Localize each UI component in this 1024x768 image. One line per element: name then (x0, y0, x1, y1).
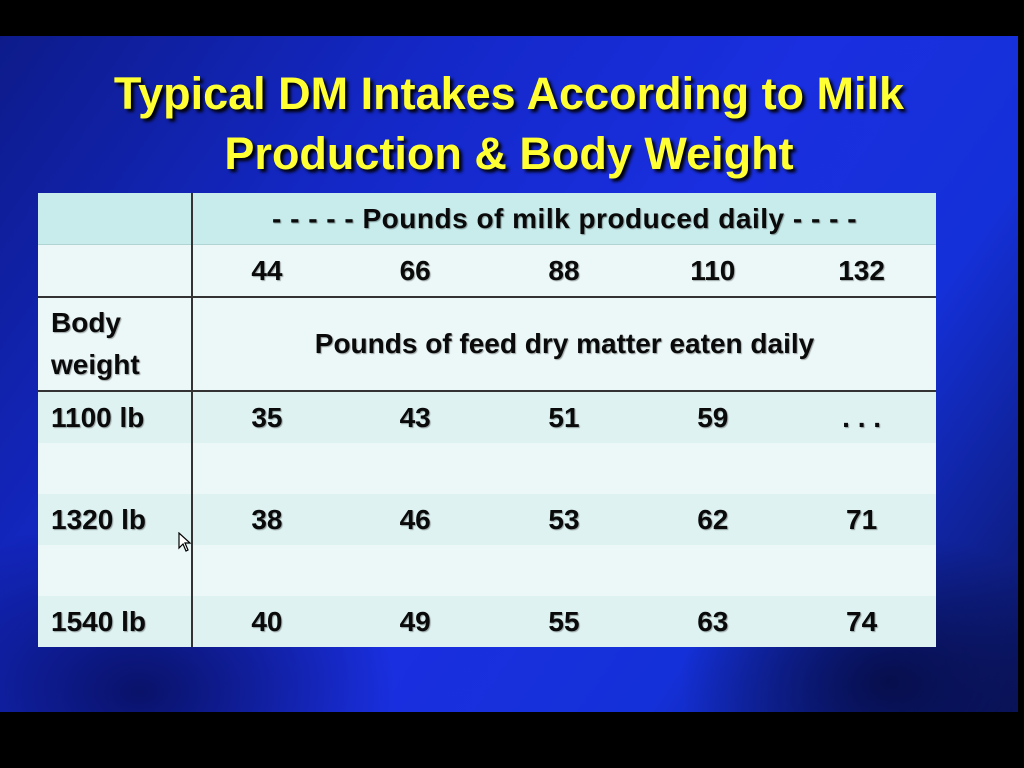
intake-cell: 63 (638, 596, 788, 647)
milk-empty-cell (38, 244, 193, 298)
intake-cell: 35 (192, 391, 341, 443)
intake-cell: 71 (787, 494, 936, 545)
header-empty-cell (38, 193, 193, 245)
intake-cell: 53 (489, 494, 639, 545)
mouse-cursor-icon (178, 532, 192, 552)
intake-cell: 49 (340, 596, 490, 647)
intake-cell: 46 (340, 494, 490, 545)
slide: Typical DM Intakes According to Milk Pro… (0, 36, 1018, 712)
weight-cell: 1540 lb (38, 596, 193, 647)
table-row: 1320 lb 38 46 53 62 71 (38, 494, 936, 545)
intake-cell: 40 (192, 596, 341, 647)
dm-intake-table: - - - - - Pounds of milk produced daily … (38, 193, 936, 647)
body-weight-label-line1: Body (51, 307, 121, 338)
intake-cell: 38 (192, 494, 341, 545)
spacer-row (38, 545, 936, 596)
weight-cell: 1100 lb (38, 391, 193, 443)
spacer-row (38, 443, 936, 494)
spacer-cell (192, 545, 936, 596)
intake-cell: . . . (787, 391, 936, 443)
milk-value: 110 (638, 244, 788, 298)
slide-title: Typical DM Intakes According to Milk Pro… (20, 64, 998, 184)
spacer-cell (192, 443, 936, 494)
milk-value: 88 (489, 244, 639, 298)
spacer-cell (38, 443, 193, 494)
body-weight-label: Body weight (38, 297, 193, 392)
intake-cell: 51 (489, 391, 639, 443)
intake-cell: 59 (638, 391, 788, 443)
table-row: 1540 lb 40 49 55 63 74 (38, 596, 936, 647)
intake-cell: 62 (638, 494, 788, 545)
spacer-cell (38, 545, 193, 596)
milk-span-header: - - - - - Pounds of milk produced daily … (192, 193, 936, 245)
milk-value: 44 (192, 244, 341, 298)
weight-cell: 1320 lb (38, 494, 193, 545)
table-row: 1100 lb 35 43 51 59 . . . (38, 391, 936, 443)
intake-cell: 43 (340, 391, 490, 443)
intake-cell: 55 (489, 596, 639, 647)
milk-value: 132 (787, 244, 936, 298)
table-header-row: - - - - - Pounds of milk produced daily … (38, 193, 936, 245)
title-line-2: Production & Body Weight (224, 128, 794, 179)
milk-values-row: 44 66 88 110 132 (38, 244, 936, 298)
milk-value: 66 (340, 244, 490, 298)
intake-cell: 74 (787, 596, 936, 647)
body-weight-label-line2: weight (51, 349, 140, 380)
subheader-row: Body weight Pounds of feed dry matter ea… (38, 297, 936, 392)
feed-subheader: Pounds of feed dry matter eaten daily (192, 297, 936, 392)
title-line-1: Typical DM Intakes According to Milk (113, 68, 905, 119)
